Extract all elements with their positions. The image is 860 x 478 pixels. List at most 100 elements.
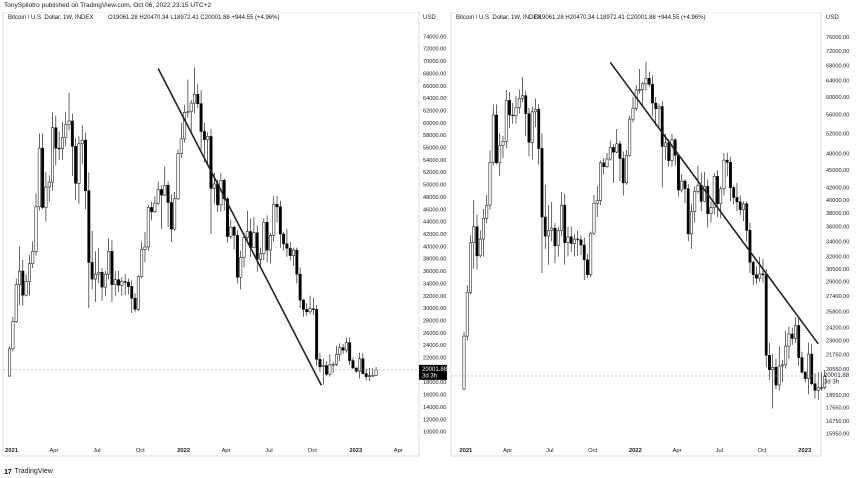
y-tick-label: 45000.00: [826, 168, 849, 174]
candle: [209, 129, 213, 234]
x-tick-label: Apr: [673, 448, 682, 454]
candle: [475, 214, 479, 270]
candle: [156, 181, 160, 205]
candle: [176, 149, 180, 201]
trendline-segment[interactable]: [609, 61, 819, 345]
candle: [57, 131, 61, 160]
candle: [97, 248, 101, 284]
ohlc-label: O19061.28 H20470.34 L18972.41 C20001.88 …: [534, 15, 705, 21]
candle: [781, 359, 784, 383]
candle: [647, 71, 651, 88]
last-price-tag: 20001.88 3d 3h: [419, 364, 448, 380]
candle: [680, 174, 684, 193]
candle: [521, 77, 524, 103]
x-tick-label: Oct: [308, 448, 317, 454]
candle: [341, 343, 345, 354]
candle: [232, 225, 236, 250]
panel-border: [2, 12, 420, 457]
candle: [64, 111, 68, 147]
x-axis[interactable]: 2021 Apr Jul Oct 2022 Apr Jul Oct 2023: [459, 448, 812, 454]
y-tick-label: 27400.00: [826, 294, 849, 300]
y-tick-label: 48000.00: [423, 195, 446, 201]
candle: [222, 178, 226, 211]
trendline-segment[interactable]: [157, 68, 323, 386]
candle: [810, 343, 814, 386]
candle: [547, 205, 550, 265]
chart-canvas: Bitcoin / U.S. Dollar, 1W, INDEX O19061.…: [2, 12, 850, 457]
candle: [140, 241, 144, 279]
candle: [41, 133, 45, 210]
y-tick-label: 29000.00: [826, 280, 849, 286]
y-tick-label: 60000.00: [423, 121, 446, 127]
trendline: [157, 68, 323, 386]
candle: [358, 352, 362, 379]
candle: [764, 268, 768, 368]
candle: [621, 151, 625, 196]
candle: [735, 182, 739, 212]
candle: [553, 223, 557, 264]
candle: [768, 342, 771, 380]
chart-panel-right[interactable]: Bitcoin / U.S. Dollar, 1W, INDEX O19061.…: [450, 12, 850, 457]
candle: [625, 149, 628, 185]
candle: [364, 368, 368, 381]
candle: [242, 232, 246, 268]
candle: [361, 353, 365, 375]
candle: [255, 225, 259, 272]
y-tick-label: 64000.00: [423, 96, 446, 102]
candle: [173, 192, 177, 231]
candle: [556, 226, 560, 257]
candle: [275, 195, 279, 223]
candle: [301, 298, 305, 317]
candle: [87, 172, 91, 309]
candle: [638, 69, 641, 94]
x-axis[interactable]: 2021 Apr Jul Oct 2022 Apr Jul Oct 2023 Apr: [5, 448, 403, 454]
candle: [729, 156, 732, 202]
y-tick-label: 18550.00: [826, 393, 849, 399]
candle: [321, 358, 325, 385]
candle: [150, 201, 154, 221]
candle: [511, 103, 515, 124]
candle: [14, 278, 18, 323]
brand-label: TradingView: [14, 468, 53, 475]
currency-label: USD: [423, 15, 436, 21]
candle: [742, 201, 745, 222]
y-axis[interactable]: 76000.00 72000.00 68000.00 64000.00 60000.00…: [826, 35, 849, 437]
candle: [498, 133, 502, 176]
candle: [592, 194, 596, 236]
candle: [508, 92, 511, 129]
candle: [120, 277, 124, 296]
candle: [308, 295, 312, 315]
candle: [478, 230, 482, 258]
candle: [771, 354, 775, 409]
chart-panel-left[interactable]: Bitcoin / U.S. Dollar, 1W, INDEX O19061.…: [2, 12, 448, 457]
candle: [540, 133, 544, 274]
y-tick-label: 30000.00: [423, 306, 446, 312]
candle: [100, 267, 104, 301]
candle: [566, 226, 570, 257]
candle: [787, 326, 791, 359]
candle: [374, 366, 378, 377]
y-tick-label: 64000.00: [826, 79, 849, 85]
candles: [462, 61, 827, 409]
candle: [517, 89, 521, 114]
candle: [186, 79, 190, 118]
candle: [77, 136, 81, 204]
y-axis[interactable]: 74000.00 72000.00 70000.00 68000.00 66000.00…: [423, 34, 446, 435]
y-tick-label: 58000.00: [423, 133, 446, 139]
candle: [311, 297, 315, 315]
y-tick-label: 68000.00: [423, 71, 446, 77]
candle: [608, 140, 612, 161]
candle: [472, 199, 476, 269]
y-tick-label: 24200.00: [826, 326, 849, 332]
x-tick-label: 2022: [177, 448, 190, 454]
candle: [206, 132, 210, 167]
y-tick-label: 36000.00: [826, 225, 849, 231]
trendline: [609, 61, 819, 345]
x-tick-label: Oct: [588, 448, 597, 454]
candle: [569, 226, 573, 252]
candle: [589, 231, 593, 278]
candle: [130, 280, 134, 314]
y-tick-label: 52000.00: [826, 131, 849, 137]
x-tick-label: 2022: [629, 448, 642, 454]
candle: [331, 361, 335, 373]
